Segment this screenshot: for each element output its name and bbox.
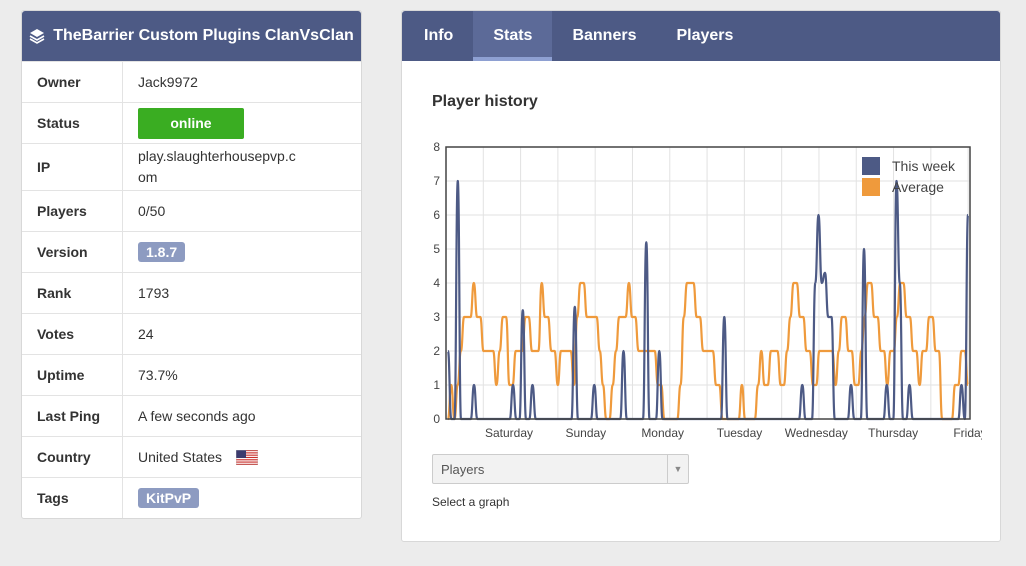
us-flag-icon <box>235 450 258 466</box>
y-tick-label: 3 <box>433 310 440 324</box>
uptime-value: 73.7% <box>122 354 361 396</box>
chevron-down-icon: ▼ <box>667 455 688 483</box>
layers-icon <box>29 29 45 44</box>
row-last-ping: Last Ping A few seconds ago <box>22 395 361 437</box>
country-value: United States <box>138 448 223 465</box>
chart-title: Player history <box>432 93 538 110</box>
rank-value: 1793 <box>122 272 361 314</box>
version-badge: 1.8.7 <box>138 242 186 262</box>
uptime-label: Uptime <box>22 354 123 396</box>
status-badge: online <box>138 107 244 139</box>
ip-value[interactable]: play.slaughterhousepvp.com <box>122 143 361 191</box>
graph-select-hint: Select a graph <box>432 495 510 509</box>
y-tick-label: 2 <box>433 344 440 358</box>
votes-value: 24 <box>122 313 361 355</box>
row-country: Country United States <box>22 436 361 478</box>
y-tick-label: 4 <box>433 276 440 290</box>
server-title: TheBarrier Custom Plugins ClanVsClan <box>53 27 354 44</box>
graph-select-value: Players <box>441 462 485 477</box>
row-uptime: Uptime 73.7% <box>22 354 361 396</box>
version-label: Version <box>22 231 123 273</box>
row-version: Version 1.8.7 <box>22 231 361 273</box>
row-owner: Owner Jack9972 <box>22 61 361 103</box>
row-votes: Votes 24 <box>22 313 361 355</box>
y-tick-label: 1 <box>433 378 440 392</box>
tag-badge[interactable]: KitPvP <box>138 488 200 508</box>
y-tick-label: 0 <box>433 412 440 426</box>
series-line-this-week <box>446 179 970 421</box>
owner-value: Jack9972 <box>122 61 361 103</box>
votes-label: Votes <box>22 313 123 355</box>
row-players: Players 0/50 <box>22 190 361 232</box>
rank-label: Rank <box>22 272 123 314</box>
x-tick-label: Tuesday <box>717 426 763 440</box>
owner-label: Owner <box>22 61 123 103</box>
row-rank: Rank 1793 <box>22 272 361 314</box>
tab-banners[interactable]: Banners <box>572 27 637 44</box>
row-ip: IP play.slaughterhousepvp.com <box>22 143 361 191</box>
x-tick-label: Wednesday <box>785 426 848 440</box>
tab-stats[interactable]: Stats <box>473 11 553 61</box>
stats-panel: Info Stats Banners Players Player histor… <box>401 10 1001 542</box>
y-tick-label: 5 <box>433 242 440 256</box>
legend-swatch <box>862 157 880 175</box>
graph-select[interactable]: Players ▼ <box>432 454 689 484</box>
row-tags: Tags KitPvP <box>22 477 361 518</box>
tags-label: Tags <box>22 477 123 518</box>
player-history-chart: 0 1 2 3 4 5 6 7 8 Saturday Sunday Monday Tuesday Wedn… <box>433 140 982 440</box>
country-label: Country <box>22 436 123 478</box>
legend-label: This week <box>892 158 956 174</box>
server-info-table: Owner Jack9972 Status online IP play.sla… <box>22 61 361 518</box>
y-tick-label: 6 <box>433 208 440 222</box>
row-status: Status online <box>22 102 361 144</box>
x-tick-label: Friday <box>953 426 982 440</box>
x-tick-label: Thursday <box>868 426 918 440</box>
players-value: 0/50 <box>122 190 361 232</box>
legend-swatch <box>862 178 880 196</box>
y-tick-label: 7 <box>433 174 440 188</box>
last-ping-value: A few seconds ago <box>122 395 361 437</box>
server-info-header: TheBarrier Custom Plugins ClanVsClan <box>22 11 361 61</box>
y-tick-label: 8 <box>433 140 440 154</box>
status-label: Status <box>22 102 123 144</box>
x-tick-label: Monday <box>641 426 684 440</box>
series-line-average <box>446 281 970 421</box>
tab-players[interactable]: Players <box>676 27 734 44</box>
plot-border <box>445 146 971 420</box>
tab-bar: Info Stats Banners Players <box>402 11 1000 61</box>
x-tick-label: Saturday <box>485 426 533 440</box>
server-info-panel: TheBarrier Custom Plugins ClanVsClan Own… <box>21 10 362 519</box>
tab-info[interactable]: Info <box>424 27 454 44</box>
legend-label: Average <box>892 179 944 195</box>
x-tick-label: Sunday <box>565 426 606 440</box>
last-ping-label: Last Ping <box>22 395 123 437</box>
players-label: Players <box>22 190 123 232</box>
ip-label: IP <box>22 143 123 191</box>
